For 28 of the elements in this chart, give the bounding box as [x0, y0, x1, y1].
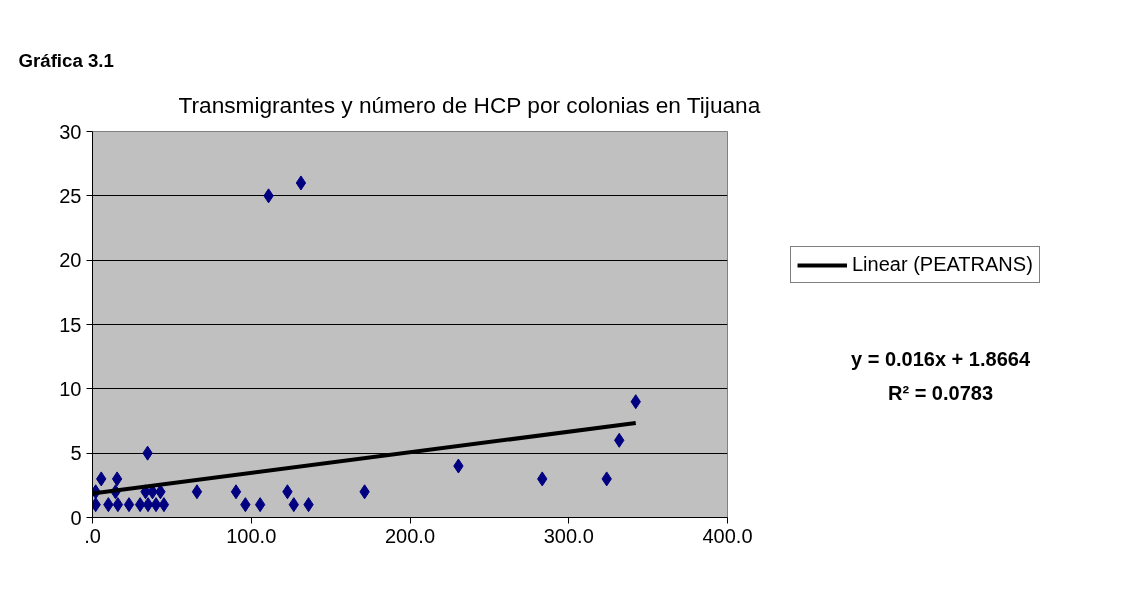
y-tick-label: 0 [70, 506, 82, 529]
point [230, 484, 242, 500]
y-tick-label: 5 [70, 442, 82, 465]
x-tick-label: .0 [84, 524, 101, 547]
point [158, 497, 170, 513]
text: R² = 0.0783 [887, 381, 994, 404]
point [150, 497, 162, 513]
y-tick-label: 20 [59, 249, 82, 272]
x-tick-label: 300.0 [543, 524, 594, 547]
chart-subtitle: Transmigrantes y número de HCP por colonias en Tijuana [178, 91, 761, 118]
legend-label: Linear (PEATRANS) [852, 253, 1033, 276]
point [254, 497, 266, 513]
y-tick-label: 25 [59, 184, 82, 207]
point [191, 484, 203, 500]
point [142, 497, 154, 513]
point [295, 175, 307, 191]
x-tick-label: 100.0 [226, 524, 277, 547]
y-tick-label: 15 [59, 313, 82, 336]
point [111, 471, 123, 487]
y-tick-label: 10 [59, 377, 82, 400]
x-tick-label: 200.0 [384, 524, 436, 547]
point [112, 497, 124, 513]
text: y = 0.016x + 1.8664 [850, 347, 1031, 370]
y-tick-label: 30 [59, 120, 82, 143]
point [123, 497, 135, 513]
chart-title: Gráfica 3.1 [18, 49, 114, 71]
x-tick-label: 400.0 [702, 524, 753, 547]
point [134, 497, 146, 513]
